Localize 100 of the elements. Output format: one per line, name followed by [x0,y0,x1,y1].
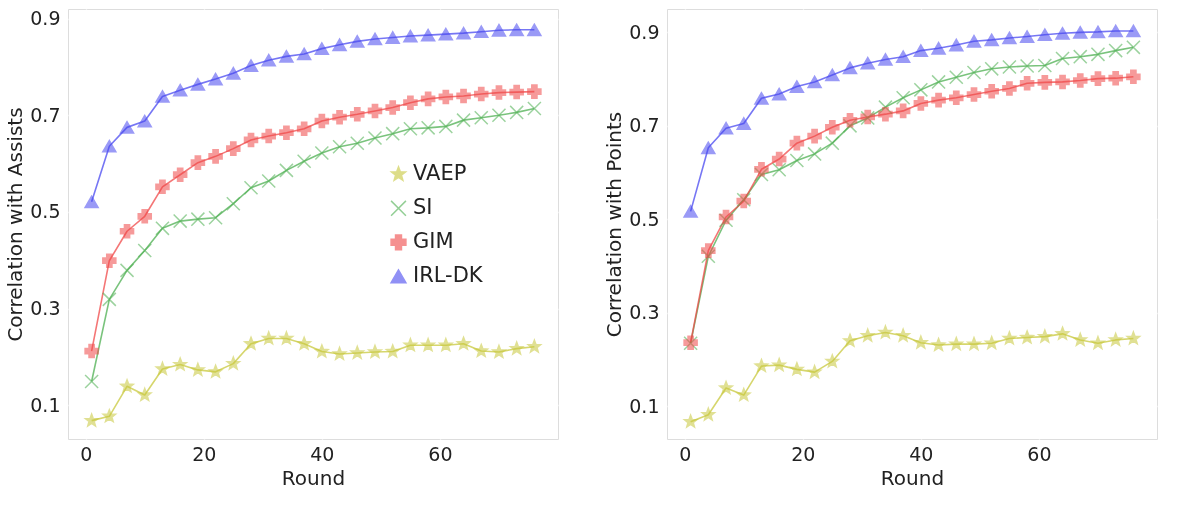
point [137,387,152,402]
point [1090,71,1106,86]
point [155,361,170,375]
point [1072,73,1088,88]
point [385,344,400,358]
point [421,338,436,352]
point [474,343,489,358]
point [137,209,153,224]
point [473,25,489,39]
point [1090,25,1106,39]
point [367,32,383,46]
point [771,87,787,101]
point [119,120,135,134]
point [1037,75,1053,90]
point [385,100,400,115]
point [509,84,524,100]
point [385,31,400,44]
y-tick-label: 0.5 [30,200,61,223]
x-tick-label: 40 [310,442,335,465]
point [807,364,822,379]
point [173,357,188,371]
point [314,344,329,358]
point [296,121,312,137]
point [102,253,117,268]
point [243,59,259,72]
point [772,357,787,372]
point [492,344,506,359]
point [807,128,822,144]
y-tick-label: 0.7 [629,114,660,137]
point [913,335,928,349]
y-tick-label: 0.1 [30,393,61,416]
point [860,56,875,70]
point [172,167,188,182]
point [1108,24,1123,38]
point [226,141,241,156]
point [190,77,206,91]
point [208,72,223,86]
point [719,380,733,395]
point [789,362,804,376]
x-tick-label: 20 [192,442,217,465]
point [1055,74,1070,90]
point [120,379,134,393]
point [403,338,418,352]
point [967,336,981,351]
point [1019,76,1035,91]
point [261,128,276,144]
point [860,328,875,342]
point [1055,26,1070,40]
point [931,92,946,108]
point [1055,326,1070,340]
point [119,223,135,239]
point [279,49,294,63]
point [966,87,982,102]
point [350,107,365,122]
y-tick-label: 0.1 [629,394,660,417]
point [1108,70,1123,86]
point [438,338,453,352]
point [878,106,893,122]
point [913,44,929,57]
point [1002,331,1017,345]
point [1002,31,1017,45]
point [949,336,964,351]
point [456,88,471,104]
point [878,325,893,339]
point [931,41,946,55]
point [350,345,365,360]
point [155,179,170,195]
point [509,23,524,37]
point [84,195,99,209]
point [368,344,382,359]
point [226,356,241,370]
point [878,53,893,66]
legend-label: SI [413,195,433,220]
y-tick-label: 0.9 [629,20,660,43]
point [102,409,117,423]
point [172,83,188,97]
point [208,364,223,378]
legend-label: IRL-DK [413,263,484,288]
point [456,336,471,350]
point [527,339,542,353]
point [527,23,542,37]
point [473,86,489,102]
point [261,331,276,345]
point [102,139,117,153]
point [261,53,276,67]
point [1002,81,1017,96]
point [701,243,716,258]
point [509,341,524,355]
point [931,337,946,352]
point [297,336,312,350]
point [332,109,347,125]
point [1126,331,1141,345]
point [825,119,840,135]
point [332,346,347,360]
point [314,113,330,129]
point [736,387,751,402]
point [754,162,769,177]
point [403,95,418,110]
point [1037,329,1052,343]
point [683,414,698,428]
